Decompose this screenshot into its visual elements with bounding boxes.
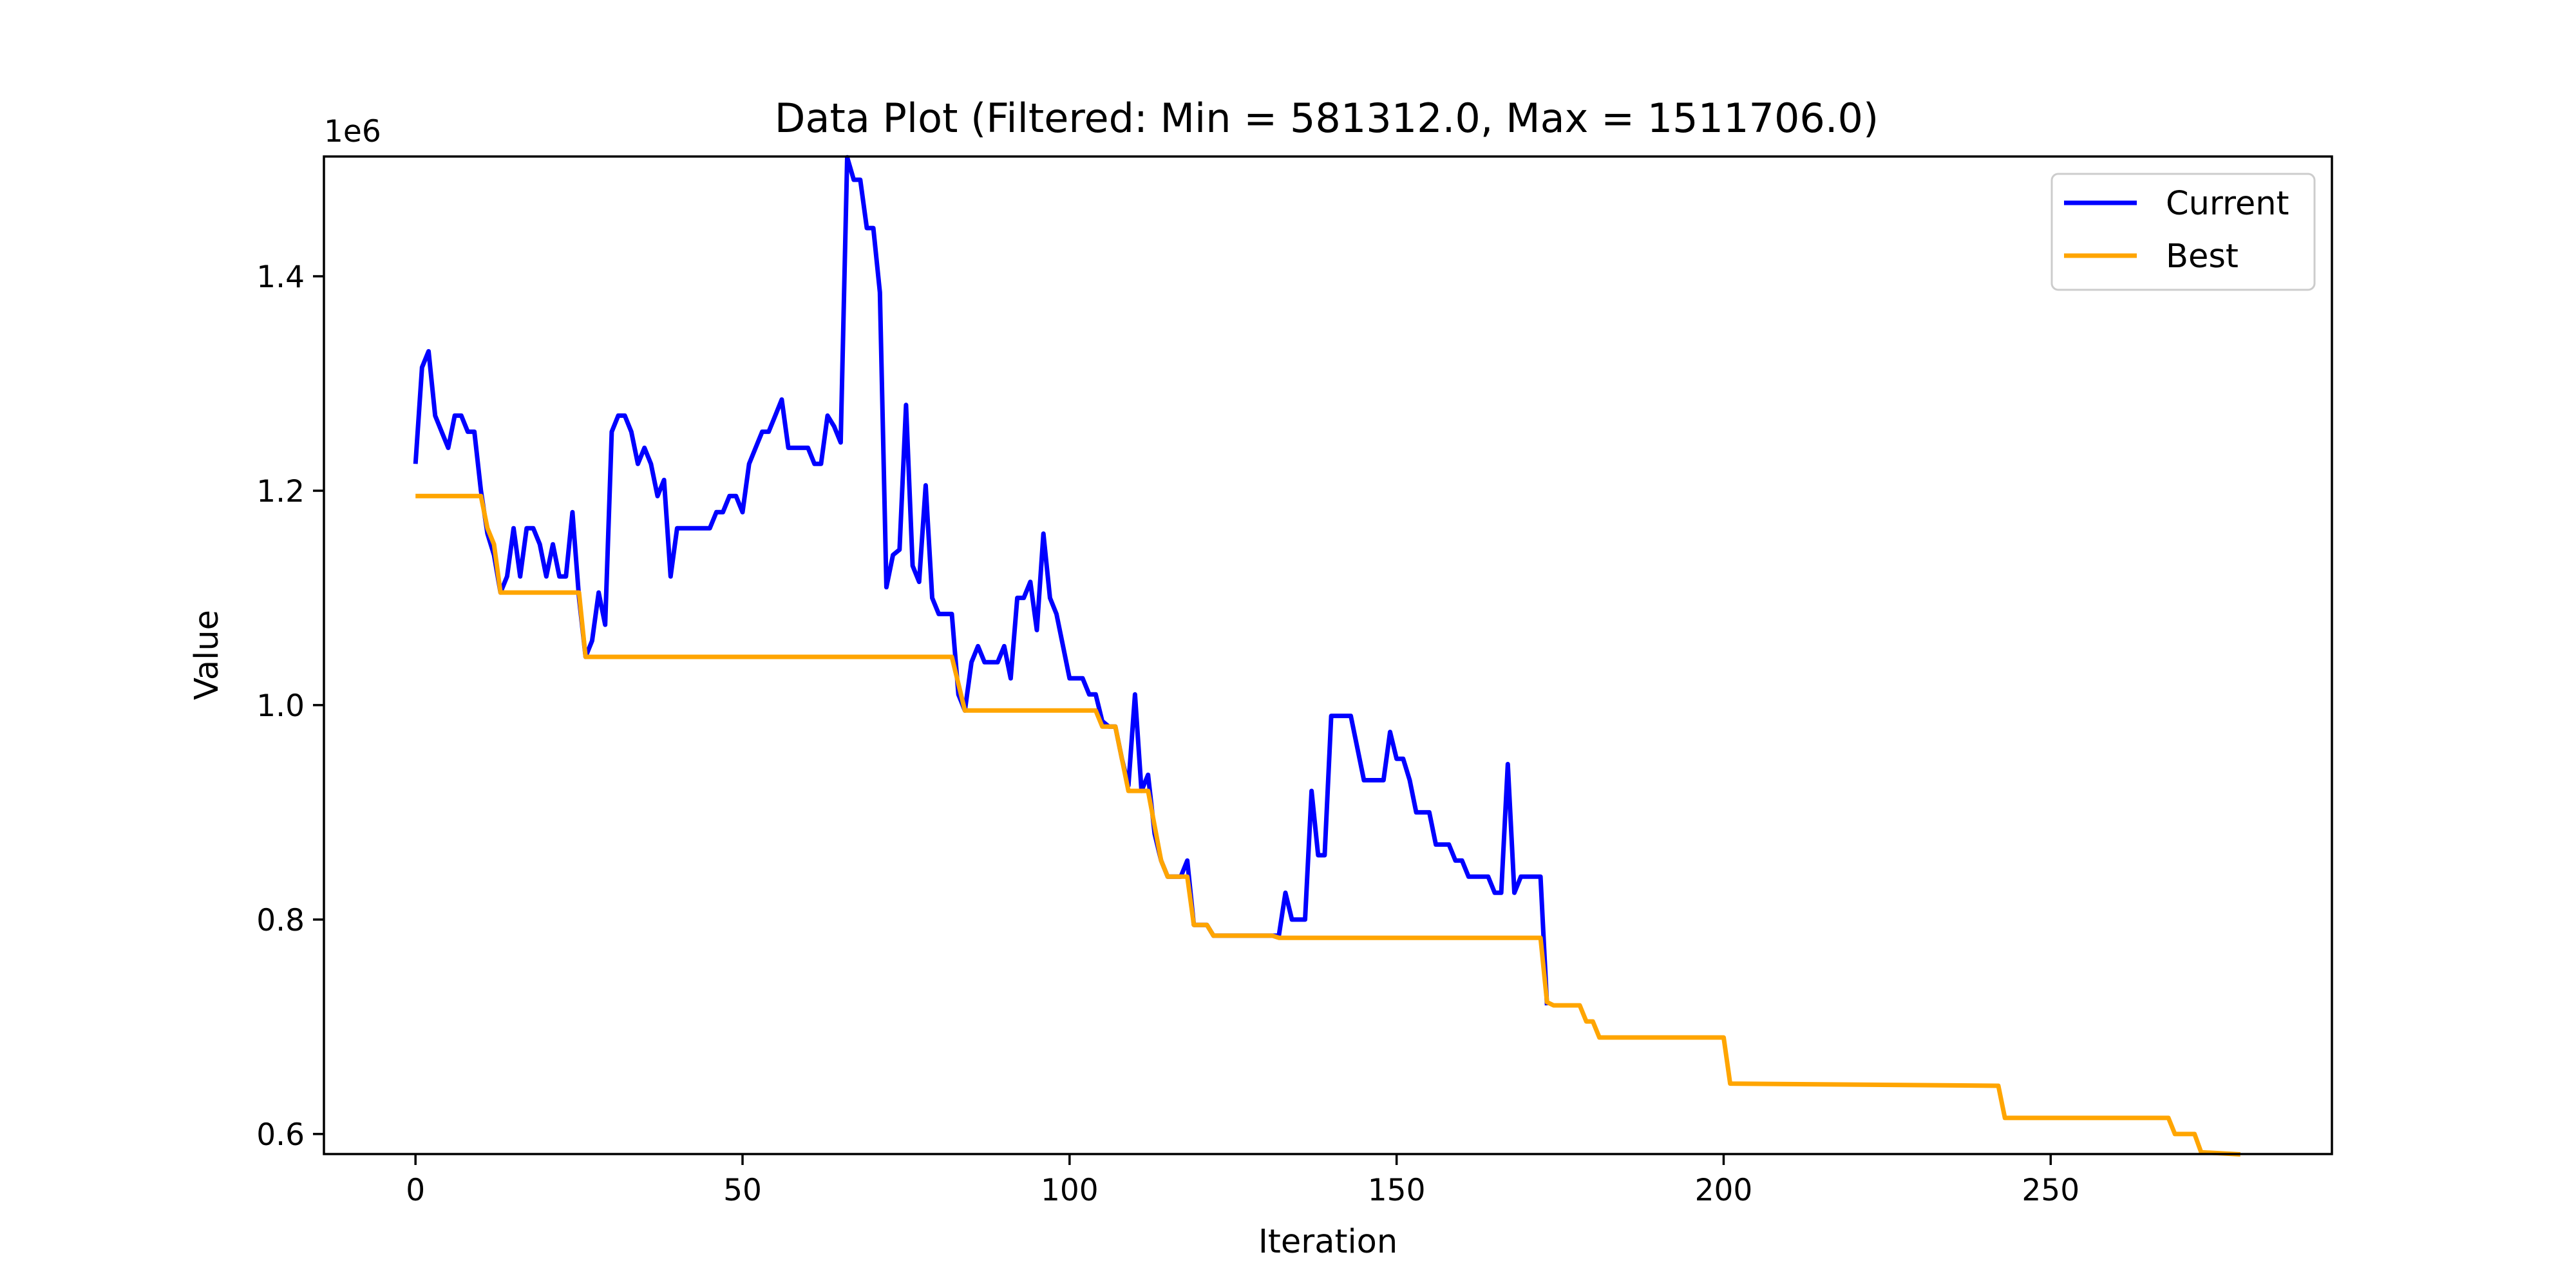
y-tick-label: 1.2 [256,474,305,509]
y-axis: 0.6 0.8 1.0 1.2 1.4 [256,260,324,1153]
x-tick-label: 0 [406,1173,425,1208]
x-axis: 0 50 100 150 200 250 [406,1154,2079,1208]
x-axis-label: Iteration [1258,1223,1397,1261]
legend-label-current: Current [2166,185,2289,223]
y-offset-label: 1e6 [324,114,381,149]
y-axis-label: Value [188,610,226,700]
plot-lines [413,155,2240,1157]
y-tick-label: 0.8 [256,903,305,938]
series-line-best [415,493,2240,1157]
plot-frame [323,155,2333,1155]
chart-title: Data Plot (Filtered: Min = 581312.0, Max… [775,95,1879,142]
y-tick-label: 0.6 [256,1117,305,1153]
x-tick-label: 150 [1368,1173,1426,1208]
y-tick-label: 1.4 [256,260,305,295]
x-tick-label: 200 [1695,1173,1753,1208]
y-tick-label: 1.0 [256,688,305,724]
series-line-current [413,155,1549,1006]
legend: Current Best [2050,173,2316,291]
x-tick-label: 100 [1041,1173,1099,1208]
x-tick-label: 50 [723,1173,762,1208]
legend-label-best: Best [2166,238,2239,276]
x-tick-label: 250 [2022,1173,2079,1208]
